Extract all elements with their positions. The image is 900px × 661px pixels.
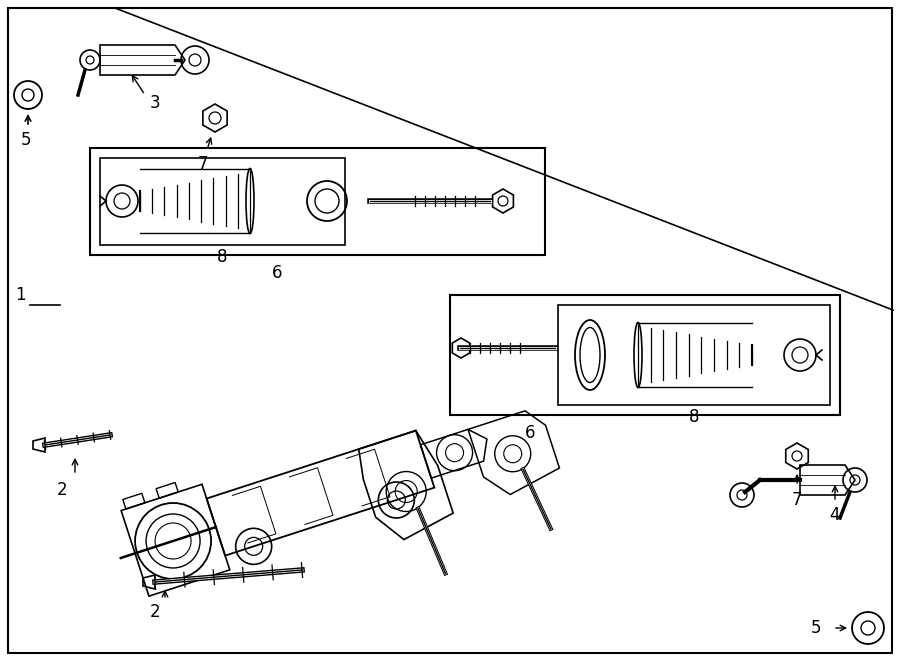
Text: 7: 7 <box>792 491 802 509</box>
Text: 1: 1 <box>14 286 25 304</box>
Bar <box>450 295 840 415</box>
Bar <box>90 148 545 255</box>
Text: 8: 8 <box>688 408 699 426</box>
Text: 5: 5 <box>21 131 32 149</box>
Text: 7: 7 <box>198 155 208 173</box>
Bar <box>558 305 830 405</box>
Text: 6: 6 <box>272 264 283 282</box>
Text: 3: 3 <box>149 94 160 112</box>
Text: 5: 5 <box>811 619 821 637</box>
Text: 4: 4 <box>830 506 841 524</box>
Text: 2: 2 <box>149 603 160 621</box>
Text: 2: 2 <box>57 481 68 499</box>
Text: 8: 8 <box>217 248 227 266</box>
Bar <box>100 158 345 245</box>
Text: 6: 6 <box>525 424 535 442</box>
